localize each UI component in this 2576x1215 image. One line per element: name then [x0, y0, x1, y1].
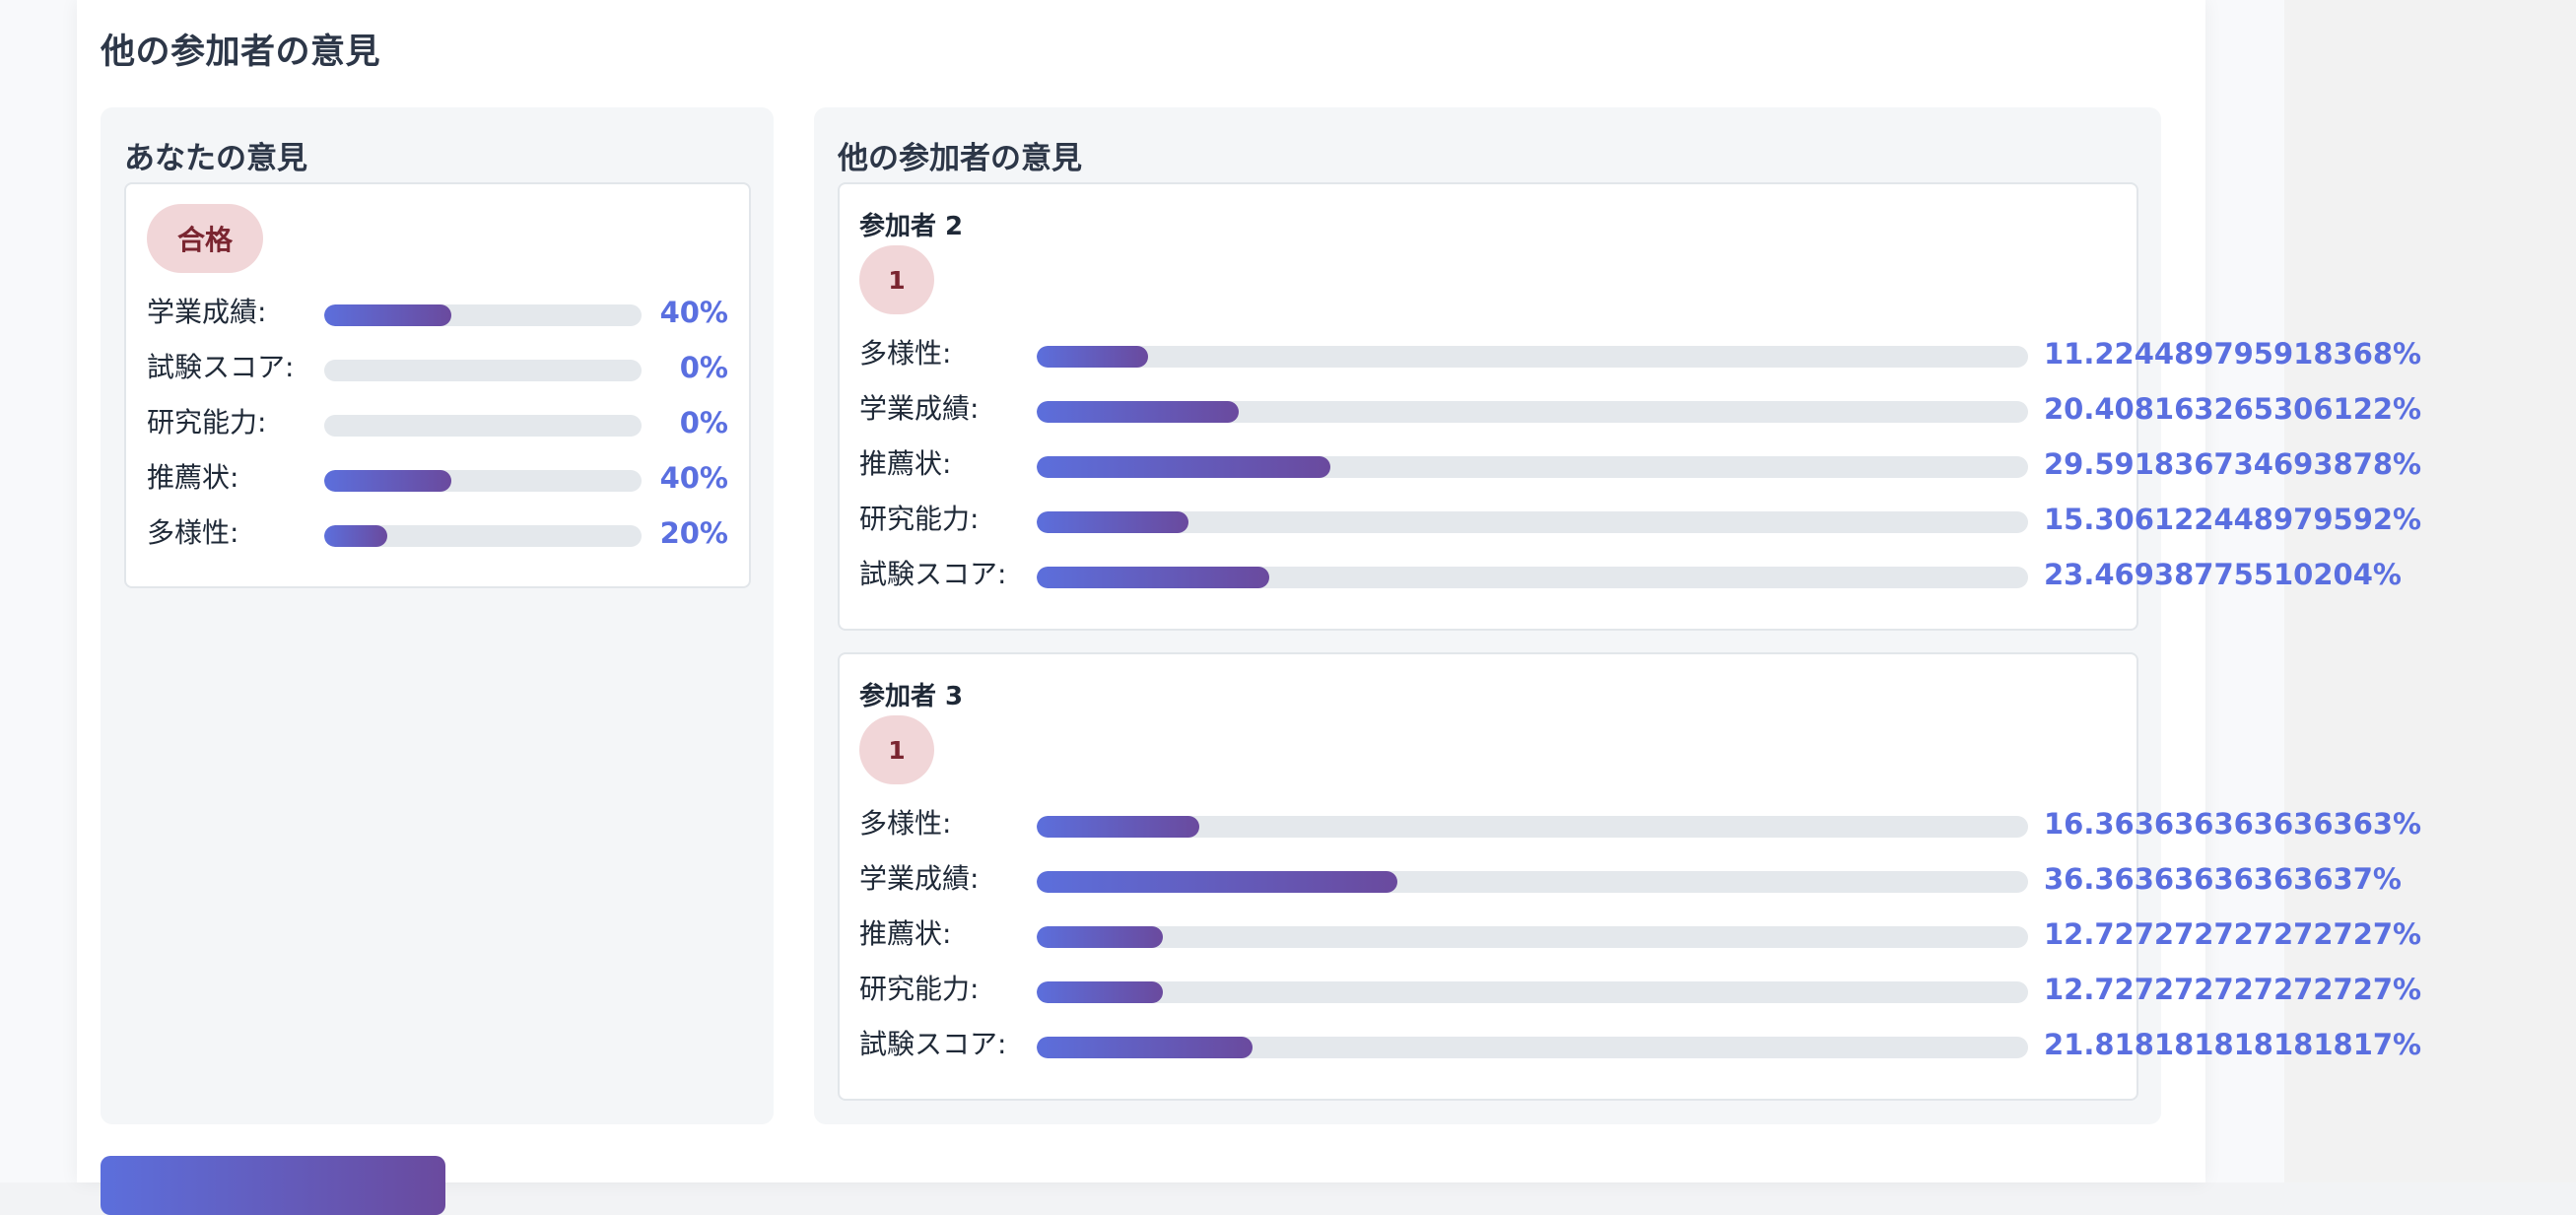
- progress-fill: [1037, 346, 1148, 368]
- percent-value: 15.306122448979592%: [2044, 503, 2422, 536]
- your-opinion-panel: あなたの意見 合格 学業成績: 40% 試験スコア: 0% 研究能力: 0% 推薦状: 40%…: [101, 107, 774, 1124]
- your-opinion-title: あなたの意見: [124, 141, 307, 176]
- progress-track: [1037, 926, 2028, 948]
- participant-decision-badge: 1: [859, 245, 934, 314]
- progress-fill: [1037, 981, 1164, 1003]
- percent-value: 29.591836734693878%: [2044, 447, 2422, 481]
- criterion-label: 多様性:: [859, 807, 952, 840]
- progress-fill: [1037, 1037, 1254, 1058]
- criterion-label: 推薦状:: [147, 461, 239, 494]
- participant-card: 参加者 3 1 多様性: 16.363636363636363% 学業成績: 36.3…: [838, 652, 2421, 1101]
- percent-value: 12.727272727272727%: [2044, 973, 2422, 1006]
- criterion-row: 学業成績: 20.408163265306122%: [859, 389, 2421, 429]
- progress-fill: [1037, 871, 1397, 893]
- percent-value: 21.818181818181817%: [2044, 1028, 2422, 1061]
- criterion-label: 試験スコア:: [147, 351, 295, 383]
- others-title: 他の参加者の意見: [838, 141, 1082, 176]
- progress-track: [1037, 567, 2028, 588]
- criterion-label: 研究能力:: [147, 406, 267, 439]
- progress-track: [324, 470, 642, 492]
- progress-fill: [1037, 401, 1240, 423]
- action-button[interactable]: [101, 1156, 445, 1215]
- progress-fill: [1037, 926, 1164, 948]
- participant-decision-badge: 1: [859, 715, 934, 784]
- criterion-label: 学業成績:: [147, 296, 267, 328]
- progress-track: [324, 304, 642, 326]
- percent-value: 40%: [659, 461, 728, 495]
- participant-name: 参加者 2: [859, 212, 964, 241]
- criterion-label: 推薦状:: [859, 447, 952, 480]
- criterion-label: 研究能力:: [859, 503, 980, 535]
- progress-track: [324, 525, 642, 547]
- progress-fill: [324, 470, 451, 492]
- progress-fill: [324, 525, 388, 547]
- progress-track: [1037, 401, 2028, 423]
- criterion-row: 推薦状: 40%: [147, 458, 728, 498]
- criterion-label: 推薦状:: [859, 917, 952, 950]
- progress-fill: [1037, 456, 1330, 478]
- progress-track: [1037, 871, 2028, 893]
- progress-track: [1037, 511, 2028, 533]
- your-opinion-box: 合格 学業成績: 40% 試験スコア: 0% 研究能力: 0% 推薦状: 40% 多様性: 20%: [124, 182, 751, 588]
- criterion-row: 研究能力: 12.727272727272727%: [859, 970, 2421, 1009]
- progress-track: [1037, 816, 2028, 838]
- criterion-row: 多様性: 16.363636363636363%: [859, 804, 2421, 844]
- criterion-label: 試験スコア:: [859, 558, 1007, 590]
- percent-value: 36.36363636363637%: [2044, 862, 2402, 896]
- criterion-row: 研究能力: 15.306122448979592%: [859, 500, 2421, 539]
- criterion-row: 試験スコア: 23.46938775510204%: [859, 555, 2402, 594]
- criterion-label: 研究能力:: [859, 973, 980, 1005]
- percent-value: 0%: [679, 406, 728, 439]
- percent-value: 0%: [679, 351, 728, 384]
- others-panel: 他の参加者の意見 参加者 2 1 多様性: 11.224489795918368%…: [814, 107, 2421, 1124]
- section-title: 他の参加者の意見: [101, 33, 381, 72]
- criterion-label: 多様性:: [859, 337, 952, 370]
- criterion-row: 推薦状: 12.727272727272727%: [859, 914, 2421, 954]
- criterion-label: 学業成績:: [859, 392, 980, 425]
- percent-value: 20.408163265306122%: [2044, 392, 2422, 426]
- percent-value: 20%: [659, 516, 728, 550]
- progress-track: [324, 415, 642, 437]
- criterion-row: 多様性: 20%: [147, 513, 728, 553]
- progress-track: [1037, 1037, 2028, 1058]
- criterion-row: 試験スコア: 21.818181818181817%: [859, 1025, 2421, 1064]
- progress-fill: [1037, 511, 1188, 533]
- percent-value: 12.727272727272727%: [2044, 917, 2422, 951]
- criterion-row: 試験スコア: 0%: [147, 348, 728, 387]
- progress-fill: [1037, 816, 1199, 838]
- progress-fill: [1037, 567, 1270, 588]
- criterion-label: 学業成績:: [859, 862, 980, 895]
- criterion-label: 試験スコア:: [859, 1028, 1007, 1060]
- progress-track: [1037, 981, 2028, 1003]
- criterion-row: 学業成績: 36.36363636363637%: [859, 859, 2402, 899]
- criterion-row: 多様性: 11.224489795918368%: [859, 334, 2421, 373]
- criterion-row: 学業成績: 40%: [147, 293, 728, 332]
- percent-value: 40%: [659, 296, 728, 329]
- progress-track: [1037, 456, 2028, 478]
- percent-value: 23.46938775510204%: [2044, 558, 2402, 591]
- progress-track: [324, 360, 642, 381]
- participant-name: 参加者 3: [859, 682, 964, 711]
- participant-card: 参加者 2 1 多様性: 11.224489795918368% 学業成績: 20.4…: [838, 182, 2421, 631]
- progress-track: [1037, 346, 2028, 368]
- criterion-label: 多様性:: [147, 516, 239, 549]
- criterion-row: 推薦状: 29.591836734693878%: [859, 444, 2421, 484]
- progress-fill: [324, 304, 451, 326]
- percent-value: 16.363636363636363%: [2044, 807, 2422, 841]
- percent-value: 11.224489795918368%: [2044, 337, 2422, 371]
- decision-badge: 合格: [147, 204, 263, 273]
- side-gutter: [2284, 0, 2576, 1182]
- criterion-row: 研究能力: 0%: [147, 403, 728, 442]
